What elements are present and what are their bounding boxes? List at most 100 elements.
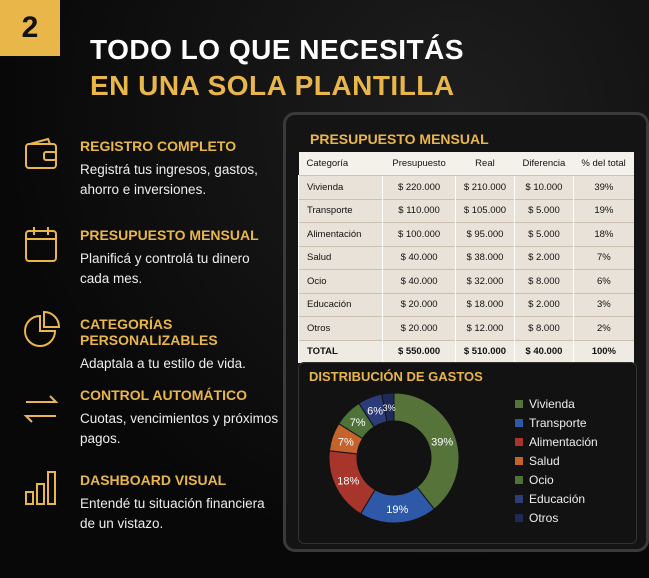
row: Transporte $ 110.000 $ 105.000 $ 5.000 19% [297,198,634,223]
legend-swatch [515,400,523,408]
cell: $ 210.000 [454,175,515,199]
cell: 18% [572,222,634,246]
header-cell: Diferencia [514,152,574,176]
total-row: TOTAL $ 550.000 $ 510.000 $ 40.000 100% [297,339,634,363]
cell: $ 5.000 [514,198,574,223]
icon-arrows [23,395,59,423]
badge: 2 [0,0,60,56]
cell: $ 38.000 [454,245,515,270]
slice-label: 6% [367,406,383,418]
header-cell: Real [455,152,515,176]
legend-label: Otros [529,511,558,525]
row: Educación $ 20.000 $ 18.000 $ 2.000 3% [297,292,634,317]
legend-swatch [515,514,523,522]
header-cell: % del total [573,152,634,176]
slice-label: 19% [386,504,408,516]
cell: TOTAL [297,339,383,363]
feature-title: REGISTRO COMPLETO [80,138,237,154]
row: Salud $ 40.000 $ 38.000 $ 2.000 7% [297,245,634,270]
cell: $ 5.000 [514,222,574,246]
row: Ocio $ 40.000 $ 32.000 $ 8.000 6% [297,269,634,293]
cell: 7% [572,245,634,270]
cell: $ 20.000 [382,316,456,340]
feature-title: DASHBOARD VISUAL [80,472,227,488]
cell: $ 2.000 [514,292,574,317]
legend-swatch [515,438,523,446]
feature-text: Registrá tus ingresos, gastos, ahorro e … [80,162,258,197]
cell: $ 105.000 [454,198,515,223]
cell: $ 10.000 [514,175,574,199]
slice-label: 7% [350,417,366,429]
feature-title: CONTROL AUTOMÁTICO [80,387,247,403]
feature-text: Planificá y controlá tu dinero cada mes. [80,251,250,286]
feature-text: Adaptala a tu estilo de vida. [80,356,246,371]
cell: $ 20.000 [382,292,456,317]
legend-swatch [515,457,523,465]
cell: $ 12.000 [454,316,515,340]
cell: Vivienda [297,175,383,199]
feature-text: Entendé tu situación financiera de un vi… [80,496,265,531]
row: Vivienda $ 220.000 $ 210.000 $ 10.000 39% [297,175,634,199]
cell: $ 100.000 [382,222,456,246]
title: TODO LO QUE NECESITÁS [90,34,465,65]
legend-swatch [515,476,523,484]
legend-label: Ocio [529,473,554,487]
cell: Otros [297,316,383,340]
legend-label: Salud [529,454,560,468]
cell: $ 550.000 [382,339,456,363]
header-cell: Presupuesto [382,152,456,176]
cell: $ 8.000 [514,269,574,293]
cell: 2% [572,316,634,340]
slice-label: 3% [383,403,396,413]
cell: 6% [572,269,634,293]
icon-calendar [25,227,57,262]
cell: $ 40.000 [514,339,574,363]
cell: Alimentación [297,222,383,246]
icon-pie [24,310,61,347]
cell: $ 95.000 [454,222,515,246]
chart-panel: DISTRIBUCIÓN DE GASTOS 39% 19% 18% 7% 7% 6% 3%… [298,362,637,544]
table-title: PRESUPUESTO MENSUAL [310,131,489,147]
cell: $ 2.000 [514,245,574,270]
budget-table: Categoría Presupuesto Real Diferencia% del … [297,152,634,363]
cell: $ 8.000 [514,316,574,340]
cell: Ocio [297,269,383,293]
tablet: PRESUPUESTO MENSUAL Categoría Presupuesto… [283,112,649,552]
legend-swatch [515,419,523,427]
donut-slice [393,392,460,510]
cell: $ 110.000 [382,198,456,223]
cell: Educación [297,292,383,317]
cell: $ 18.000 [454,292,515,317]
icon-wallet [25,137,57,169]
chart-title: DISTRIBUCIÓN DE GASTOS [309,369,483,384]
title: EN UNA SOLA PLANTILLA [90,70,455,101]
legend-label: Transporte [529,416,587,430]
cell: $ 220.000 [382,175,456,199]
cell: 19% [572,198,634,223]
feature: CATEGORÍAS PERSONALIZABLES Adaptala a tu … [80,316,280,374]
cell: Transporte [297,198,383,223]
icon-bars [25,471,56,505]
feature: DASHBOARD VISUAL Entendé tu situación fin… [80,472,280,534]
feature: REGISTRO COMPLETO Registrá tus ingresos, … [80,138,280,200]
feature-title: PRESUPUESTO MENSUAL [80,227,259,243]
feature: CONTROL AUTOMÁTICO Cuotas, vencimientos y… [80,387,280,449]
cell: $ 510.000 [454,339,515,363]
header-cell: Categoría [298,152,383,176]
cell: 3% [572,292,634,317]
legend-label: Vivienda [529,397,575,411]
chart: 39%19%18%7%7%6% 3% ViviendaTransporteAlime… [328,392,598,525]
feature-text: Cuotas, vencimientos y próximos pagos. [80,411,279,446]
legend-label: Educación [529,492,585,506]
cell: $ 40.000 [382,245,456,270]
legend-label: Alimentación [529,435,598,449]
cell: $ 40.000 [382,269,456,293]
cell: Salud [297,245,383,270]
cell: 39% [572,175,634,199]
donut-slice [381,392,395,423]
row: Alimentación $ 100.000 $ 95.000 $ 5.000 18% [297,222,634,246]
slice-label: 7% [338,436,354,448]
cell: $ 32.000 [454,269,515,293]
legend-swatch [515,495,523,503]
